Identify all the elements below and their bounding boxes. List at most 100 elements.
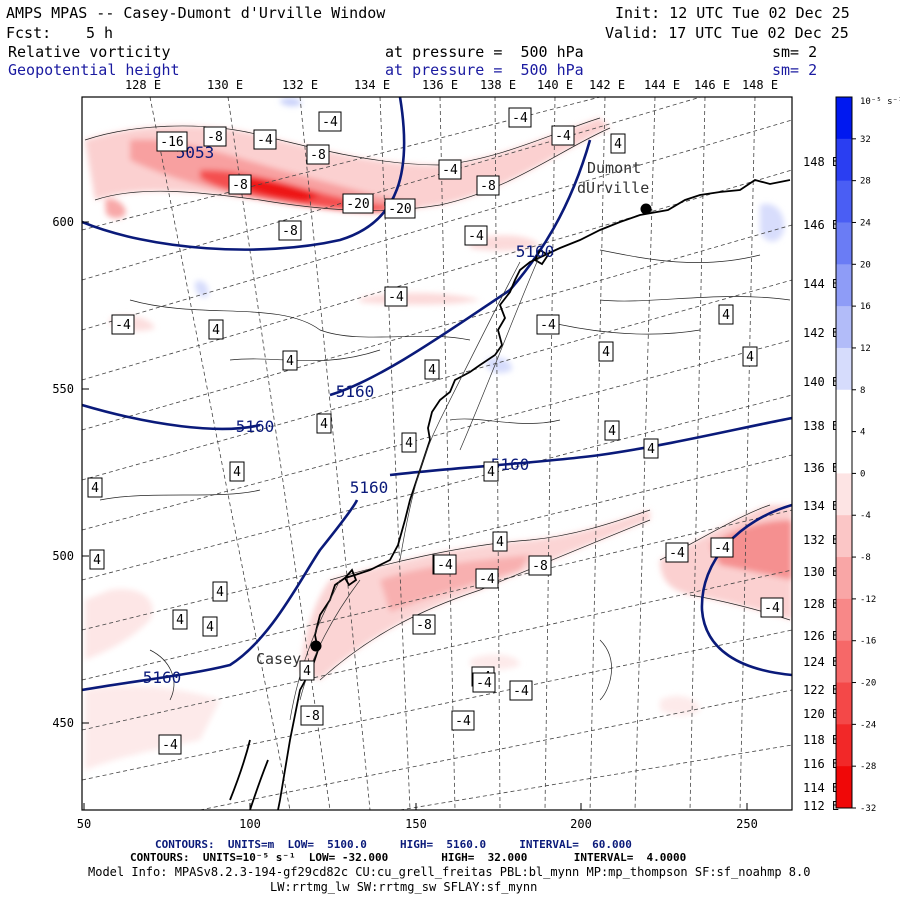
vorticity-label-text: 4 bbox=[405, 436, 413, 451]
y-tick-label: 500 bbox=[52, 549, 74, 563]
right-lon-label: 132 E bbox=[803, 533, 839, 547]
x-tick-label: 100 bbox=[239, 817, 261, 831]
vorticity-label: -20 bbox=[384, 198, 416, 219]
vorticity-label-text: 4 bbox=[216, 585, 224, 600]
vorticity-contours bbox=[84, 117, 791, 701]
vorticity-label-text: -8 bbox=[282, 224, 298, 239]
right-lon-label: 118 E bbox=[803, 733, 839, 747]
vorticity-label: -8 bbox=[228, 174, 252, 195]
vorticity-label: 4 bbox=[643, 438, 659, 459]
right-lon-label: 138 E bbox=[803, 419, 839, 433]
vorticity-label: -8 bbox=[300, 705, 324, 726]
vorticity-label-text: 4 bbox=[722, 308, 730, 323]
colorbar-swatch bbox=[836, 682, 852, 725]
colorbar-tick-label: -32 bbox=[860, 804, 876, 814]
vorticity-label-text: -4 bbox=[388, 290, 404, 305]
vorticity-label-box bbox=[710, 537, 734, 558]
vorticity-label-box bbox=[212, 581, 228, 602]
vorticity-label-text: 4 bbox=[176, 613, 184, 628]
vorticity-label: -4 bbox=[253, 129, 277, 150]
vorticity-label: -8 bbox=[528, 555, 552, 576]
vorticity-label-box bbox=[208, 319, 224, 340]
vorticity-label-box bbox=[89, 549, 105, 570]
colorbar-tick-label: -4 bbox=[860, 511, 871, 521]
vorticity-label: -4 bbox=[111, 314, 135, 335]
colorbar-swatch bbox=[836, 431, 852, 474]
right-lon-label: 130 E bbox=[803, 565, 839, 579]
field2-smoothing: sm= 2 bbox=[772, 61, 818, 79]
vorticity-label-box bbox=[508, 107, 532, 128]
vorticity-label-box bbox=[228, 174, 252, 195]
vorticity-label-box bbox=[433, 554, 457, 575]
vorticity-label: -4 bbox=[384, 286, 408, 307]
latlon-grid bbox=[82, 97, 792, 810]
field1-name: Relative vorticity bbox=[8, 43, 171, 61]
casey-marker bbox=[310, 640, 322, 652]
colorbar-tick-label: -20 bbox=[860, 679, 876, 689]
colorbar-tick-label: 8 bbox=[860, 386, 865, 396]
vorticity-label-box bbox=[158, 734, 182, 755]
colorbar-swatch bbox=[836, 264, 852, 307]
vorticity-label-box bbox=[87, 477, 103, 498]
height-contour-interval: INTERVAL= 60.000 bbox=[519, 838, 632, 851]
vorticity-label-text: -4 bbox=[479, 572, 495, 587]
vorticity-label-text: -4 bbox=[512, 111, 528, 126]
right-lon-label: 126 E bbox=[803, 629, 839, 643]
vorticity-label-box bbox=[598, 341, 614, 362]
top-lon-label: 142 E bbox=[589, 78, 625, 92]
vorticity-label-box bbox=[424, 359, 440, 380]
vorticity-label-box bbox=[384, 198, 416, 219]
vorticity-label-box bbox=[438, 159, 462, 180]
vorticity-label: -8 bbox=[476, 175, 500, 196]
vorticity-label-text: 4 bbox=[206, 620, 214, 635]
height-contour-label: 5160 bbox=[516, 242, 555, 261]
vorticity-label: -8 bbox=[203, 126, 227, 147]
colorbar-tick-label: -24 bbox=[860, 720, 876, 730]
vorticity-label-text: -20 bbox=[346, 197, 369, 212]
x-tick-label: 150 bbox=[405, 817, 427, 831]
colorbar-swatch bbox=[836, 222, 852, 265]
vorticity-label: 4 bbox=[401, 432, 417, 453]
vorticity-label-text: 4 bbox=[93, 553, 101, 568]
right-lon-label: 114 E bbox=[803, 781, 839, 795]
vorticity-label-text: -4 bbox=[764, 601, 780, 616]
plot-frame bbox=[81, 96, 793, 811]
vorticity-label-box bbox=[412, 614, 436, 635]
dumont-durville-marker bbox=[640, 203, 652, 215]
vorticity-label: -4 bbox=[451, 710, 475, 731]
vorticity-label-text: -4 bbox=[162, 738, 178, 753]
station-label-dumont: Dumont bbox=[587, 159, 641, 177]
height-contour-info: CONTOURS: UNITS=m LOW= 5100.0 HIGH= 5160… bbox=[155, 838, 632, 851]
vorticity-label: -4 bbox=[710, 537, 734, 558]
station-label-durville: dUrville bbox=[577, 179, 649, 197]
right-lon-label: 124 E bbox=[803, 655, 839, 669]
right-lon-label: 146 E bbox=[803, 218, 839, 232]
vorticity-label-box bbox=[451, 710, 475, 731]
vorticity-label-text: 4 bbox=[647, 442, 655, 457]
vorticity-label: -4 bbox=[536, 314, 560, 335]
vorticity-label: 4 bbox=[610, 133, 626, 154]
vorticity-label-box bbox=[528, 555, 552, 576]
colorbar-swatch bbox=[836, 347, 852, 391]
top-lon-label: 148 E bbox=[742, 78, 778, 92]
field2-level: at pressure = 500 hPa bbox=[385, 61, 584, 79]
vorticity-label-text: -8 bbox=[207, 130, 223, 145]
vorticity-label-text: -8 bbox=[532, 559, 548, 574]
colorbar-tick-label: 32 bbox=[860, 135, 871, 145]
right-lon-label: 144 E bbox=[803, 277, 839, 291]
top-lon-label: 144 E bbox=[644, 78, 680, 92]
vorticity-label-box bbox=[203, 126, 227, 147]
top-lon-label: 136 E bbox=[422, 78, 458, 92]
colorbar-tick-label: -8 bbox=[860, 553, 871, 563]
colorbar-swatch bbox=[836, 598, 852, 642]
colorbar-swatch bbox=[836, 306, 852, 349]
vorticity-label-box bbox=[472, 672, 496, 693]
right-lon-label: 136 E bbox=[803, 461, 839, 475]
vorticity-label-box bbox=[111, 314, 135, 335]
vorticity-label: 4 bbox=[483, 461, 499, 482]
colorbar-swatch bbox=[836, 766, 852, 809]
vorticity-label: 4 bbox=[87, 477, 103, 498]
vorticity-label-text: -4 bbox=[540, 318, 556, 333]
vorticity-label-box bbox=[299, 660, 315, 681]
